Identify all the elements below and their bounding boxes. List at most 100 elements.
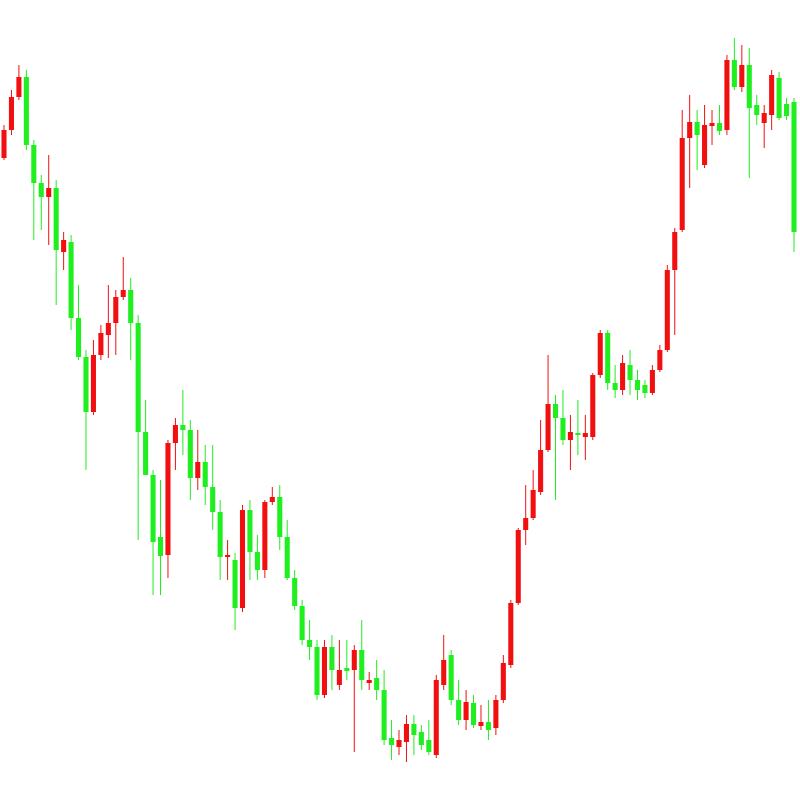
candle-body xyxy=(31,145,37,183)
candle xyxy=(485,700,491,740)
candle xyxy=(560,390,566,445)
candle-body xyxy=(649,370,655,393)
candle xyxy=(247,500,253,580)
candle-body xyxy=(746,65,752,108)
candle-body xyxy=(687,122,693,138)
candle xyxy=(500,655,506,703)
candle-body xyxy=(128,290,134,323)
candle-body xyxy=(284,537,290,578)
candle xyxy=(657,345,663,372)
candle-body xyxy=(321,647,328,695)
candle xyxy=(68,235,74,330)
candle-body xyxy=(448,655,454,700)
candle xyxy=(239,505,246,612)
candle-body xyxy=(98,333,104,355)
candle xyxy=(463,690,469,730)
candle xyxy=(470,695,477,728)
candle-body xyxy=(627,365,633,380)
candle xyxy=(739,45,745,92)
candle-body xyxy=(165,443,171,555)
candle-body xyxy=(113,297,119,323)
candle xyxy=(314,640,320,700)
candle-body xyxy=(463,702,469,720)
candle xyxy=(403,715,409,762)
candle xyxy=(113,290,119,355)
candle-body xyxy=(38,183,44,197)
candle xyxy=(672,228,678,335)
candle-body xyxy=(307,640,313,647)
candle xyxy=(128,278,134,360)
candle-body xyxy=(716,123,723,131)
candle-body xyxy=(754,105,760,115)
candle xyxy=(418,725,424,750)
candle-body xyxy=(157,537,164,556)
candle xyxy=(620,355,626,395)
candle-body xyxy=(277,497,283,537)
candle-body xyxy=(1,130,7,158)
candle xyxy=(172,418,178,470)
candle-body xyxy=(784,104,790,116)
candle-body xyxy=(396,740,402,747)
candle-body xyxy=(590,375,596,437)
candle xyxy=(552,395,559,500)
candle-body xyxy=(269,497,275,502)
candle-body xyxy=(500,663,506,700)
candle-body xyxy=(545,404,551,450)
candle-body xyxy=(672,232,678,270)
candle xyxy=(642,380,648,398)
candle xyxy=(269,487,275,505)
candle-body xyxy=(679,138,685,230)
candle xyxy=(523,485,529,545)
candle xyxy=(627,350,633,395)
candle xyxy=(105,285,111,358)
candle xyxy=(23,70,29,150)
candle-body xyxy=(210,487,216,512)
candle-body xyxy=(411,724,417,735)
candle xyxy=(605,330,611,390)
candle-body xyxy=(180,425,186,430)
candle-body xyxy=(83,357,89,412)
candle-body xyxy=(314,647,320,695)
candle-body xyxy=(776,78,782,118)
candle-body xyxy=(478,722,484,726)
candle xyxy=(456,680,462,725)
candle xyxy=(754,95,760,125)
candle xyxy=(776,72,782,120)
candle-body xyxy=(374,678,380,690)
candle-body xyxy=(150,475,156,542)
candle xyxy=(277,485,283,550)
candle-body xyxy=(46,188,52,197)
candle xyxy=(575,400,581,455)
candle-body xyxy=(664,270,670,350)
candle xyxy=(284,520,290,580)
candle-body xyxy=(724,60,730,130)
candle-body xyxy=(702,125,708,165)
candle xyxy=(135,315,141,540)
candle xyxy=(567,415,573,470)
candle-body xyxy=(61,240,67,252)
candle xyxy=(791,98,797,252)
candle xyxy=(157,480,164,595)
candle xyxy=(508,600,514,668)
candle-body xyxy=(8,97,14,130)
candle xyxy=(351,645,357,752)
candle xyxy=(1,125,7,160)
candle xyxy=(83,350,89,470)
candle-body xyxy=(769,75,775,115)
candle-body xyxy=(120,290,126,297)
candle xyxy=(8,90,14,135)
candle xyxy=(687,95,693,188)
candle xyxy=(679,110,685,232)
candle-body xyxy=(709,123,715,126)
candle xyxy=(612,365,618,398)
candle-body xyxy=(620,363,626,390)
candle-body xyxy=(485,722,491,730)
candle-body xyxy=(657,350,663,370)
candle-body xyxy=(538,450,544,492)
candle-body xyxy=(187,430,193,478)
candle xyxy=(38,175,44,230)
candle xyxy=(702,105,708,168)
candle-body xyxy=(381,690,387,740)
candle xyxy=(75,285,82,360)
